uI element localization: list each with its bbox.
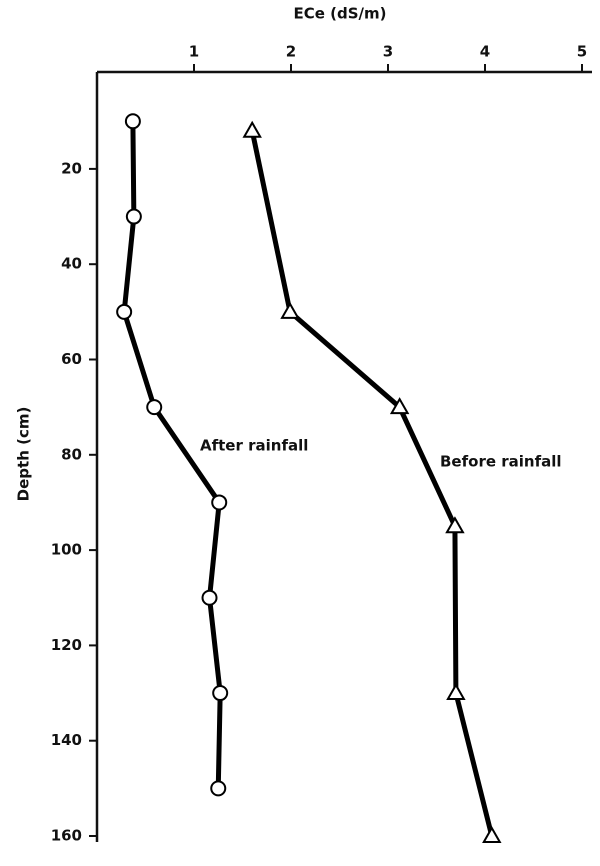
marker <box>482 825 502 843</box>
x-tick-label: 1 <box>189 43 199 61</box>
y-tick-label: 20 <box>61 159 82 177</box>
marker <box>212 685 229 702</box>
y-tick-label: 120 <box>51 636 82 654</box>
marker <box>125 208 142 225</box>
marker <box>116 303 133 320</box>
marker <box>280 301 300 319</box>
marker <box>124 113 141 130</box>
y-tick-label: 140 <box>51 731 82 749</box>
series-line <box>249 130 495 837</box>
marker <box>446 683 466 701</box>
marker <box>210 780 227 797</box>
marker <box>389 397 410 415</box>
marker <box>445 516 465 534</box>
marker <box>201 589 218 606</box>
series-line <box>121 121 223 789</box>
x-tick-label: 5 <box>577 43 587 61</box>
x-axis-label: ECe (dS/m) <box>293 5 386 23</box>
y-tick-label: 60 <box>61 350 82 368</box>
y-tick-label: 160 <box>51 827 82 845</box>
y-tick-label: 80 <box>61 445 82 463</box>
series-label: After rainfall <box>200 437 308 455</box>
y-tick-label: 100 <box>51 541 82 559</box>
marker <box>146 399 163 416</box>
x-tick-label: 2 <box>286 43 296 61</box>
series-label: Before rainfall <box>440 453 562 471</box>
x-tick-label: 4 <box>480 43 490 61</box>
x-tick-label: 3 <box>383 43 393 61</box>
y-axis-label: Depth (cm) <box>15 407 33 502</box>
marker <box>242 120 262 138</box>
y-tick-label: 40 <box>61 255 82 273</box>
marker <box>211 494 228 511</box>
